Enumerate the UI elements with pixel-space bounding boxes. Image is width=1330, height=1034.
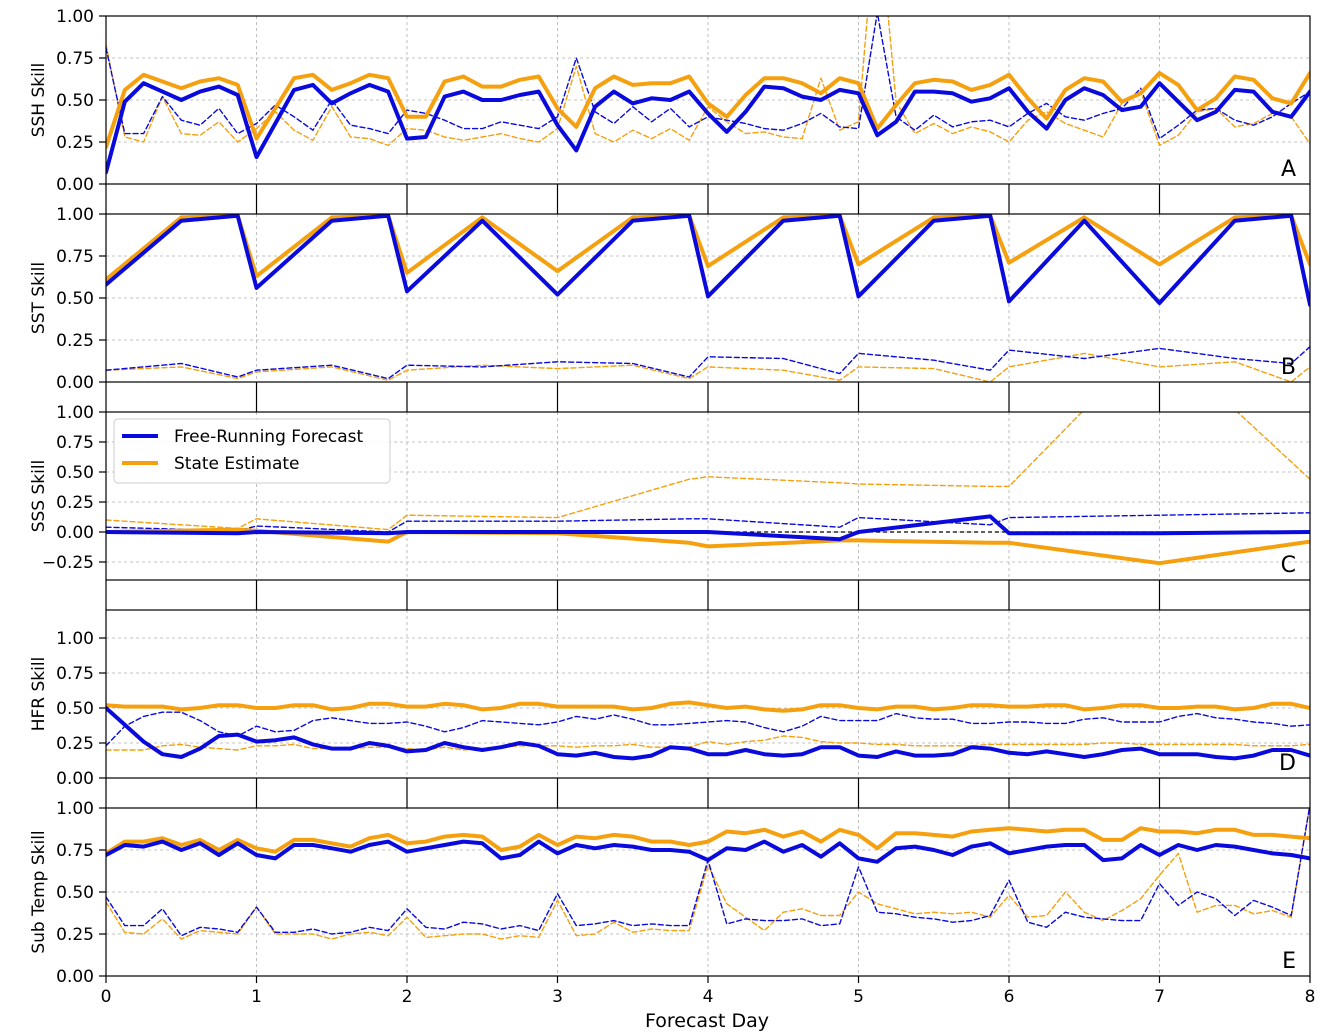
series-free-dashed bbox=[106, 512, 1310, 533]
x-tick-label: 0 bbox=[101, 987, 112, 1007]
y-tick-label: 0.50 bbox=[56, 91, 94, 111]
y-tick-label: 0.25 bbox=[56, 925, 94, 945]
series-group bbox=[106, 16, 1310, 175]
y-axis-label: Sub Temp Skill bbox=[29, 830, 49, 953]
series-state-solid bbox=[106, 71, 1310, 149]
panel-a: 0.00 0.25 0.50 0.75 1.00 SSH Skill A bbox=[29, 7, 1311, 214]
x-tick-label: 8 bbox=[1305, 987, 1316, 1007]
panel-letter: B bbox=[1281, 355, 1296, 380]
y-tick-label: 0.75 bbox=[56, 664, 94, 684]
y-tick-label: 0.00 bbox=[56, 373, 94, 393]
series-state-solid bbox=[106, 826, 1310, 856]
x-axis-label: Forecast Day bbox=[645, 1010, 769, 1032]
panel-letter: E bbox=[1282, 949, 1296, 974]
legend-box bbox=[113, 418, 391, 484]
y-tick-label: 0.50 bbox=[56, 883, 94, 903]
y-tick-label: 0.50 bbox=[56, 463, 94, 483]
y-tick-label: 0.75 bbox=[56, 247, 94, 267]
series-state-dashed bbox=[106, 16, 1310, 147]
x-tick-label: 1 bbox=[251, 987, 262, 1007]
series-free-dashed bbox=[106, 346, 1310, 380]
series-group bbox=[106, 214, 1310, 382]
y-tick-label: 0.00 bbox=[56, 523, 94, 543]
y-axis-label: SST Skill bbox=[29, 262, 49, 334]
panel-letter: A bbox=[1281, 157, 1296, 182]
panel-e: 0.00 0.25 0.50 0.75 1.00 0 1 2 3 4 5 6 7 8 Sub Temp Sk… bbox=[29, 799, 1315, 1007]
legend-label: State Estimate bbox=[174, 454, 300, 474]
series-free-solid bbox=[106, 839, 1310, 864]
series-free-solid bbox=[106, 514, 1310, 542]
y-tick-label: −0.25 bbox=[42, 553, 94, 573]
panel-letter: C bbox=[1281, 553, 1296, 578]
series-group bbox=[106, 700, 1310, 761]
legend: Free-Running Forecast State Estimate bbox=[113, 418, 391, 484]
series-group bbox=[106, 412, 1310, 566]
series-state-dashed bbox=[106, 808, 1310, 940]
x-tick-label: 6 bbox=[1004, 987, 1015, 1007]
y-tick-label: 0.00 bbox=[56, 175, 94, 195]
y-tick-label: 0.50 bbox=[56, 699, 94, 719]
series-state-dashed bbox=[106, 412, 1310, 531]
y-tick-label: 0.75 bbox=[56, 49, 94, 69]
y-tick-label: 0.25 bbox=[56, 133, 94, 153]
y-tick-label: 0.25 bbox=[56, 493, 94, 513]
series-free-dashed bbox=[106, 16, 1310, 140]
y-tick-label: 0.75 bbox=[56, 433, 94, 453]
y-tick-label: 1.00 bbox=[56, 799, 94, 819]
y-tick-label: 0.25 bbox=[56, 734, 94, 754]
series-free-solid bbox=[106, 81, 1310, 175]
panel-b: 0.00 0.25 0.50 0.75 1.00 SST Skill B bbox=[29, 205, 1311, 412]
y-tick-label: 0.00 bbox=[56, 967, 94, 987]
series-state-solid bbox=[106, 214, 1310, 282]
y-tick-label: 0.00 bbox=[56, 769, 94, 789]
panel-c: −0.25 0.00 0.25 0.50 0.75 1.00 SSS Skill C bbox=[29, 403, 1311, 610]
series-state-dashed bbox=[106, 735, 1310, 751]
y-tick-label: 1.00 bbox=[56, 205, 94, 225]
x-tick-label: 3 bbox=[552, 987, 563, 1007]
y-tick-label: 1.00 bbox=[56, 629, 94, 649]
y-tick-label: 0.75 bbox=[56, 841, 94, 861]
x-tick-label: 5 bbox=[853, 987, 864, 1007]
series-state-solid bbox=[106, 700, 1310, 713]
y-tick-label: 1.00 bbox=[56, 403, 94, 423]
series-state-dashed bbox=[106, 352, 1310, 382]
y-tick-label: 1.00 bbox=[56, 7, 94, 27]
x-tick-label: 2 bbox=[402, 987, 413, 1007]
y-tick-label: 0.50 bbox=[56, 289, 94, 309]
x-tick-label: 7 bbox=[1154, 987, 1165, 1007]
y-axis-label: SSH Skill bbox=[29, 63, 49, 138]
panel-d: 0.00 0.25 0.50 0.75 1.00 HFR Skill D bbox=[29, 609, 1311, 808]
series-group bbox=[106, 808, 1310, 940]
y-axis-label: HFR Skill bbox=[29, 657, 49, 732]
series-free-solid bbox=[106, 214, 1310, 307]
y-tick-label: 0.25 bbox=[56, 331, 94, 351]
series-free-solid bbox=[106, 706, 1310, 761]
x-tick-label: 4 bbox=[703, 987, 714, 1007]
legend-label: Free-Running Forecast bbox=[174, 427, 364, 447]
y-axis-label: SSS Skill bbox=[29, 460, 49, 533]
series-free-dashed bbox=[106, 711, 1310, 747]
panel-letter: D bbox=[1279, 751, 1296, 776]
